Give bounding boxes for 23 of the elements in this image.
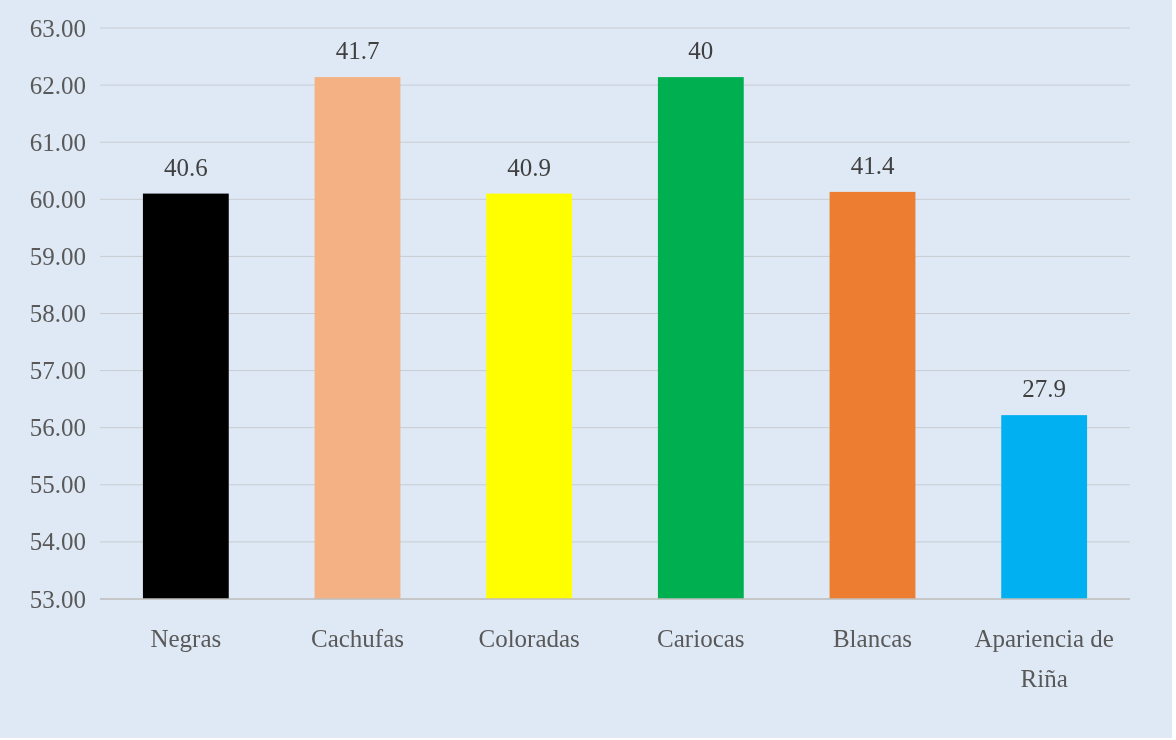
annotation: 27.9	[1022, 375, 1067, 403]
y-tick-label: 57.00	[29, 357, 86, 385]
y-tick-label: 54.00	[29, 528, 86, 556]
y-tick-label: 62.00	[29, 71, 86, 99]
x-tick-label: Negras	[150, 625, 222, 652]
y-tick-label: 55.00	[29, 471, 86, 499]
x-tick-label: Cariocas	[657, 625, 745, 652]
y-tick-label: 58.00	[29, 300, 86, 327]
y-tick-label: 56.00	[29, 414, 86, 442]
y-tick-label: 60.00	[29, 185, 86, 213]
annotation: 40.6	[163, 153, 208, 181]
y-tick-label: 59.00	[29, 242, 86, 270]
x-tick-label: Coloradas	[478, 625, 580, 652]
y-tick-label: 61.00	[29, 128, 86, 156]
annotation: 41.4	[850, 151, 895, 179]
annotation: 40	[688, 37, 714, 65]
annotation: 40.9	[507, 153, 552, 181]
y-tick-label: 63.00	[29, 14, 86, 42]
annotation: 41.7	[335, 37, 380, 65]
x-tick-label: Blancas	[832, 625, 913, 652]
y-tick-label: 53.00	[29, 585, 86, 613]
x-tick-label: Apariencia de Riña	[974, 625, 1114, 692]
x-tick-label: Cachufas	[310, 625, 405, 652]
